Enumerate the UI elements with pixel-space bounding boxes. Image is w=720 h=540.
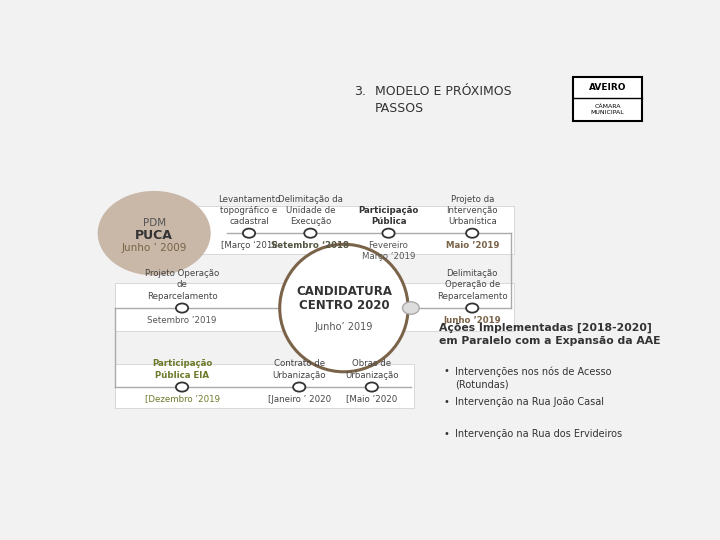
Text: Junho ’2019: Junho ’2019 bbox=[444, 315, 501, 325]
Circle shape bbox=[402, 302, 419, 314]
Text: Intervenções nos nós de Acesso
(Rotundas): Intervenções nos nós de Acesso (Rotundas… bbox=[456, 366, 612, 389]
Bar bbox=[572, 77, 642, 121]
Circle shape bbox=[293, 382, 305, 392]
Text: Intervenção na Rua dos Ervideiros: Intervenção na Rua dos Ervideiros bbox=[456, 429, 623, 438]
Text: [Janeiro ’ 2020: [Janeiro ’ 2020 bbox=[268, 395, 330, 403]
Text: PDM: PDM bbox=[143, 218, 166, 228]
Circle shape bbox=[176, 382, 188, 392]
Text: •: • bbox=[444, 366, 449, 376]
Text: Participação
Pública: Participação Pública bbox=[359, 206, 419, 226]
Bar bbox=[115, 206, 514, 254]
Text: [Dezembro ’2019: [Dezembro ’2019 bbox=[145, 395, 220, 403]
Text: Participação
Pública EIA: Participação Pública EIA bbox=[152, 360, 212, 380]
Text: [Março ‘2018: [Março ‘2018 bbox=[220, 241, 277, 249]
Text: Obras de
Urbanização: Obras de Urbanização bbox=[345, 360, 399, 380]
Bar bbox=[115, 283, 514, 331]
Text: AVEIRO: AVEIRO bbox=[589, 83, 626, 92]
Text: Projeto Operação
de
Reparcelamento: Projeto Operação de Reparcelamento bbox=[145, 269, 219, 301]
Text: Junho’ 2019: Junho’ 2019 bbox=[315, 322, 373, 332]
Text: 3.: 3. bbox=[354, 85, 366, 98]
Text: Setembro ‘2018: Setembro ‘2018 bbox=[271, 241, 349, 249]
Text: CANDIDATURA: CANDIDATURA bbox=[296, 285, 392, 298]
Text: Ações Implementadas [2018-2020]
em Paralelo com a Expansão da AAE: Ações Implementadas [2018-2020] em Paral… bbox=[438, 322, 660, 346]
Circle shape bbox=[176, 303, 188, 313]
Bar bbox=[115, 364, 414, 408]
Text: Intervenção na Rua João Casal: Intervenção na Rua João Casal bbox=[456, 397, 605, 408]
Text: •: • bbox=[444, 397, 449, 408]
Circle shape bbox=[99, 192, 210, 275]
Text: PASSOS: PASSOS bbox=[374, 102, 423, 115]
Text: Junho ’ 2009: Junho ’ 2009 bbox=[122, 243, 187, 253]
Text: PUCA: PUCA bbox=[135, 229, 173, 242]
Text: CENTRO 2020: CENTRO 2020 bbox=[299, 300, 390, 313]
Ellipse shape bbox=[279, 244, 408, 372]
Text: Delimitação
Operação de
Reparcelamento: Delimitação Operação de Reparcelamento bbox=[437, 269, 508, 301]
Text: Maio ’2019: Maio ’2019 bbox=[446, 241, 499, 249]
Text: MODELO E PRÓXIMOS: MODELO E PRÓXIMOS bbox=[374, 85, 511, 98]
Text: Projeto da
Intervenção
Urbanística: Projeto da Intervenção Urbanística bbox=[446, 194, 498, 226]
Text: CÂMARA
MUNICIPAL: CÂMARA MUNICIPAL bbox=[590, 104, 624, 115]
Text: Delimitação da
Unidade de
Execução: Delimitação da Unidade de Execução bbox=[278, 194, 343, 226]
Text: Fevereiro
Março ’2019: Fevereiro Março ’2019 bbox=[362, 241, 415, 261]
Circle shape bbox=[466, 303, 478, 313]
Circle shape bbox=[305, 228, 317, 238]
Text: •: • bbox=[444, 429, 449, 438]
Circle shape bbox=[243, 228, 255, 238]
Text: Contrato de
Urbanização: Contrato de Urbanização bbox=[272, 360, 326, 380]
Circle shape bbox=[466, 228, 478, 238]
Text: Setembro ’2019: Setembro ’2019 bbox=[148, 315, 217, 325]
Circle shape bbox=[382, 228, 395, 238]
Text: Levantamento
topográfico e
cadastral: Levantamento topográfico e cadastral bbox=[218, 194, 280, 226]
Circle shape bbox=[366, 382, 378, 392]
Text: [Maio ’2020: [Maio ’2020 bbox=[346, 395, 397, 403]
